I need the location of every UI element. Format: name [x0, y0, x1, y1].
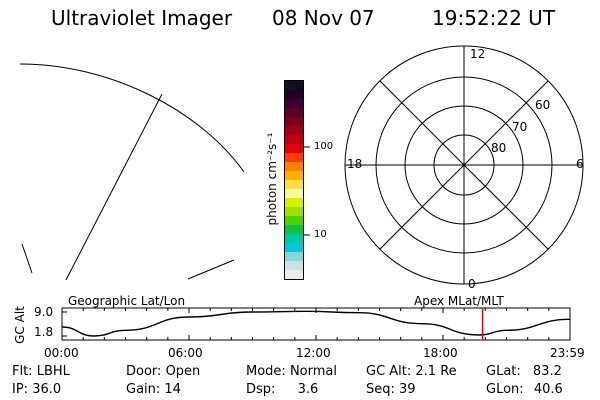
map-fragment-line	[21, 243, 33, 274]
polar-diagonal	[379, 80, 549, 250]
flt-label: Flt:	[12, 364, 33, 379]
map-fragment-line	[187, 259, 235, 280]
ip-label: IP:	[12, 382, 29, 397]
dsp-label: Dsp:	[246, 382, 276, 397]
flt-status: Flt: LBHL	[12, 364, 70, 379]
gain-status: Gain: 14	[126, 382, 181, 397]
x-tick-label: 23:59	[550, 346, 585, 360]
ip-status: IP: 36.0	[12, 382, 61, 397]
mlt-label-0: 0	[468, 277, 476, 291]
time-label: 19:52:22 UT	[432, 6, 556, 30]
gc-alt-label: GC Alt:	[366, 364, 412, 379]
mode-value: Normal	[289, 364, 337, 379]
mlt-label-6: 6	[576, 157, 584, 171]
door-value: Open	[165, 364, 201, 379]
colorbar-tick-label: 100	[314, 141, 334, 152]
mlt-label-18: 18	[347, 157, 363, 171]
glon-status: GLon: 40.6	[486, 382, 563, 397]
gain-label: Gain:	[126, 382, 161, 397]
flt-value: LBHL	[36, 364, 70, 379]
apex-title: Apex MLat/MLT	[414, 294, 504, 308]
mlt-label-12: 12	[470, 47, 486, 61]
altitude-series-line	[61, 310, 570, 337]
x-tick-label: 00:00	[44, 346, 79, 360]
dsp-status: Dsp: 3.6	[246, 382, 318, 397]
colorbar-gradient	[285, 81, 303, 279]
x-tick-label: 18:00	[423, 346, 458, 360]
gain-value: 14	[164, 382, 181, 397]
ip-value: 36.0	[32, 382, 62, 397]
door-label: Door:	[126, 364, 162, 379]
gc-alt-value: 2.1 Re	[415, 364, 457, 379]
lat-label-70: 70	[512, 120, 528, 134]
lat-label-60: 60	[535, 98, 551, 112]
geographic-title: Geographic Lat/Lon	[68, 294, 186, 308]
seq-status: Seq: 39	[366, 382, 416, 397]
glon-label: GLon:	[486, 382, 524, 397]
mode-label: Mode:	[246, 364, 286, 379]
seq-label: Seq:	[366, 382, 395, 397]
y-tick-label: 9.0	[34, 305, 54, 319]
glon-value: 40.6	[533, 382, 563, 397]
map-meridian-line	[65, 93, 163, 281]
door-status: Door: Open	[126, 364, 200, 379]
map-limb-arc	[19, 63, 245, 173]
gc-alt-status: GC Alt: 2.1 Re	[366, 364, 457, 379]
seq-value: 39	[399, 382, 416, 397]
x-tick-label: 12:00	[296, 346, 331, 360]
x-tick-label: 06:00	[168, 346, 203, 360]
glat-value: 83.2	[532, 364, 562, 379]
glat-status: GLat: 83.2	[486, 364, 562, 379]
instrument-title: Ultraviolet Imager	[51, 6, 233, 30]
y-tick-label: 1.8	[34, 325, 54, 339]
lat-label-80: 80	[491, 141, 507, 155]
date-label: 08 Nov 07	[272, 6, 375, 30]
glat-label: GLat:	[486, 364, 521, 379]
mode-status: Mode: Normal	[246, 364, 337, 379]
colorbar	[284, 80, 304, 280]
dsp-value: 3.6	[297, 382, 319, 397]
colorbar-tick-label: 10	[314, 229, 327, 240]
